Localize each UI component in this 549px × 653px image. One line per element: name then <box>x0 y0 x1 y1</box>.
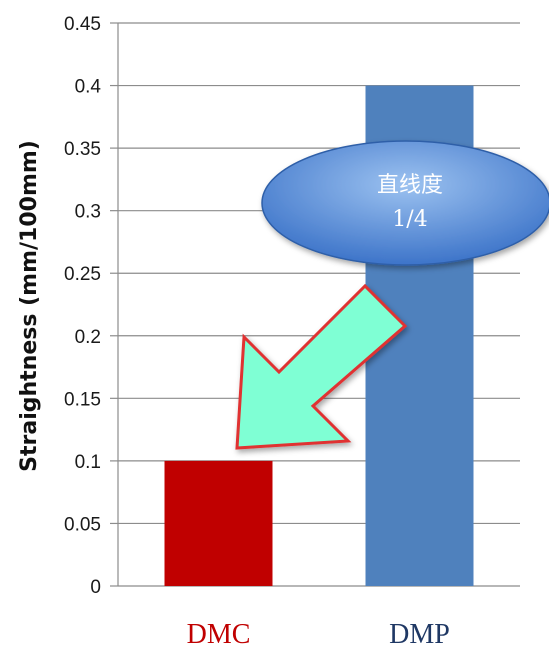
y-tick-label: 0.05 <box>64 514 101 535</box>
y-tick-label: 0.2 <box>75 327 101 348</box>
y-tick-label: 0.45 <box>64 14 101 35</box>
y-tick-label: 0 <box>90 577 101 598</box>
y-tick-label: 0.15 <box>64 389 101 410</box>
category-labels: DMC DMP <box>187 619 450 650</box>
category-label-dmp: DMP <box>389 619 450 650</box>
y-tick-label: 0.1 <box>75 452 101 473</box>
annotation-bubble: 直线度 1/4 <box>261 140 549 266</box>
bubble-line-2: 1/4 <box>392 207 427 232</box>
bubble-line-1: 直线度 <box>377 173 443 198</box>
y-tick-label: 0.25 <box>64 264 101 285</box>
y-tick-label: 0.35 <box>64 139 101 160</box>
y-axis: 0 0.05 0.1 0.15 0.2 0.25 0.3 0.35 0.4 0.45 <box>64 14 520 598</box>
arrow-icon <box>235 283 408 450</box>
category-label-dmc: DMC <box>187 619 251 650</box>
y-axis-label: Straightness (mm/100mm) <box>17 140 42 472</box>
bubble-ellipse <box>261 140 549 266</box>
y-tick-label: 0.4 <box>75 77 102 98</box>
y-tick-label: 0.3 <box>75 202 101 223</box>
bar-dmc <box>164 460 273 586</box>
reduction-arrow <box>235 283 408 450</box>
